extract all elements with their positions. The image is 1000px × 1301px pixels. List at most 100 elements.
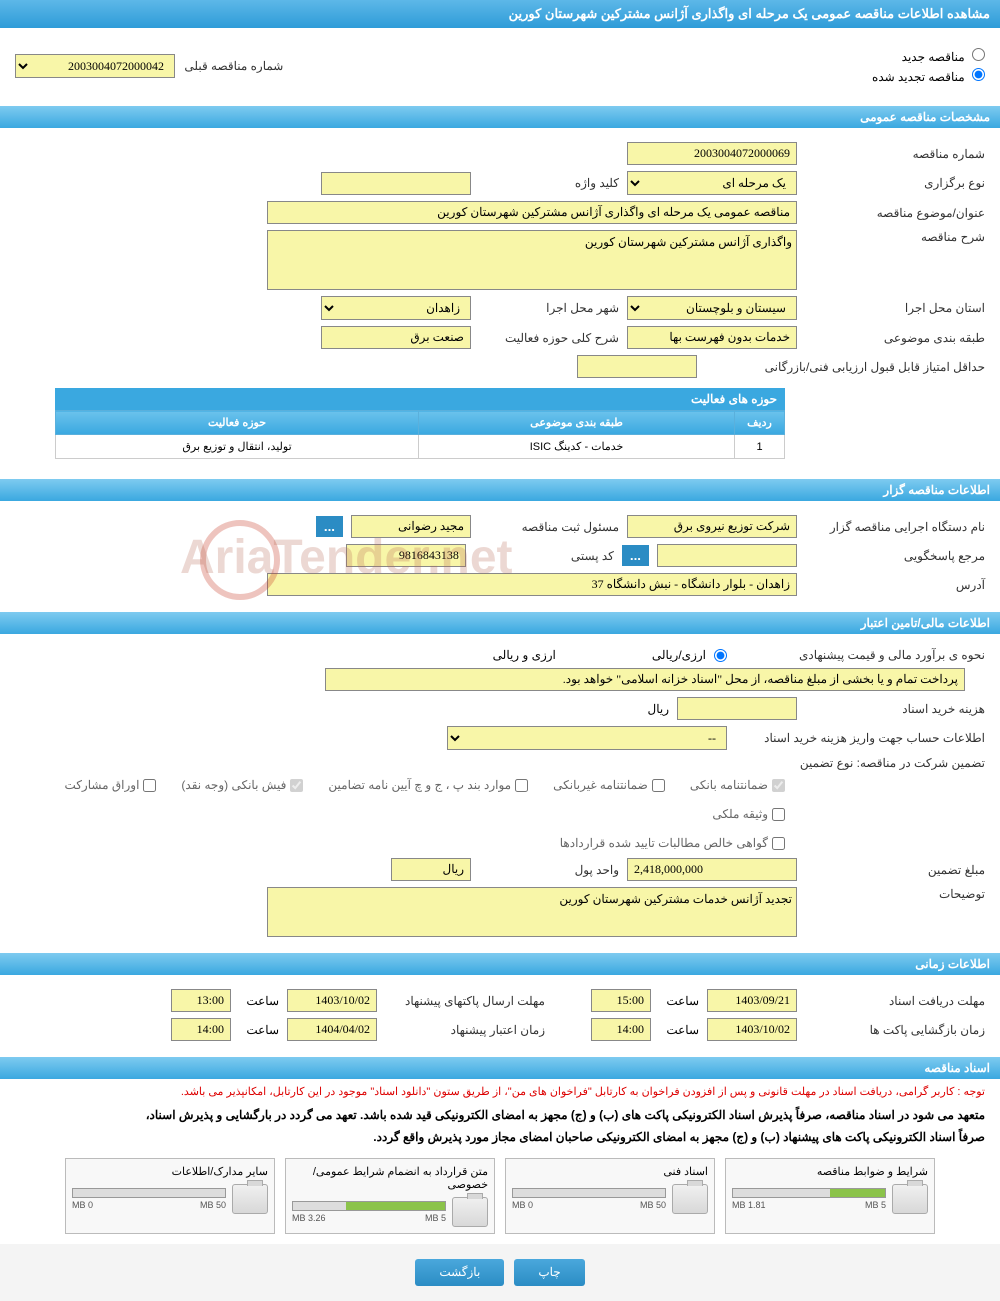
cb3-label: موارد بند پ ، ج و چ آیین نامه تضامین bbox=[328, 778, 511, 792]
prev-tender-select[interactable]: 2003004072000042 bbox=[15, 54, 175, 78]
cb-clauses[interactable] bbox=[515, 779, 528, 792]
warning-text: توجه : کاربر گرامی، دریافت اسناد در مهلت… bbox=[0, 1079, 1000, 1104]
proposal-date[interactable] bbox=[287, 989, 377, 1012]
table-row: 1 خدمات - کدینگ ISIC تولید، انتقال و توز… bbox=[56, 435, 785, 459]
org-name-input[interactable] bbox=[627, 515, 797, 538]
file-box[interactable]: سایر مدارک/اطلاعات 50 MB0 MB bbox=[65, 1158, 275, 1234]
registrar-label: مسئول ثبت مناقصه bbox=[479, 520, 619, 534]
hour-label2: ساعت bbox=[239, 994, 279, 1008]
cost-label: هزینه خرید اسناد bbox=[805, 702, 985, 716]
radio-new[interactable]: مناقصه جدید bbox=[872, 48, 985, 64]
ref-input[interactable] bbox=[657, 544, 797, 567]
cb-property[interactable] bbox=[772, 808, 785, 821]
validity-date[interactable] bbox=[287, 1018, 377, 1041]
proposal-time[interactable] bbox=[171, 989, 231, 1012]
tender-no-input[interactable] bbox=[627, 142, 797, 165]
radio-new-input[interactable] bbox=[972, 48, 985, 61]
registrar-input[interactable] bbox=[351, 515, 471, 538]
hour-label4: ساعت bbox=[239, 1023, 279, 1037]
section-organizer: اطلاعات مناقصه گزار bbox=[0, 479, 1000, 501]
file-title: شرایط و ضوابط مناقصه bbox=[732, 1165, 928, 1178]
cb5-label: اوراق مشارکت bbox=[64, 778, 139, 792]
file-total: 5 MB bbox=[865, 1200, 886, 1210]
org-name-label: نام دستگاه اجرایی مناقصه گزار bbox=[805, 520, 985, 534]
main-header: مشاهده اطلاعات مناقصه عمومی یک مرحله ای … bbox=[0, 0, 1000, 28]
file-boxes-container: شرایط و ضوابط مناقصه 5 MB 1.81 MB اسناد ف… bbox=[0, 1158, 1000, 1234]
doc-deadline-date[interactable] bbox=[707, 989, 797, 1012]
category-label: طبقه بندی موضوعی bbox=[805, 331, 985, 345]
cb-bonds[interactable] bbox=[143, 779, 156, 792]
opening-time[interactable] bbox=[591, 1018, 651, 1041]
type-select[interactable]: یک مرحله ای bbox=[627, 171, 797, 195]
prev-tender-label: شماره مناقصه قبلی bbox=[184, 59, 283, 73]
currency-label1: ارزی/ریالی bbox=[652, 648, 706, 662]
opening-date[interactable] bbox=[707, 1018, 797, 1041]
note1: متعهد می شود در اسناد مناقصه، صرفاً پذیر… bbox=[0, 1104, 1000, 1126]
folder-icon bbox=[452, 1197, 488, 1227]
doc-deadline-label: مهلت دریافت اسناد bbox=[805, 994, 985, 1008]
file-title: اسناد فنی bbox=[512, 1165, 708, 1178]
ref-lookup-button[interactable]: ... bbox=[622, 545, 649, 566]
desc-label: شرح مناقصه bbox=[805, 230, 985, 244]
hour-label3: ساعت bbox=[659, 1023, 699, 1037]
section-timing: اطلاعات زمانی bbox=[0, 953, 1000, 975]
col-activity: حوزه فعالیت bbox=[56, 411, 419, 435]
amount-unit-label: واحد پول bbox=[479, 863, 619, 877]
estimate-label: نحوه ی برآورد مالی و قیمت پیشنهادی bbox=[735, 648, 985, 662]
cb-nonbank[interactable] bbox=[652, 779, 665, 792]
currency-label2: ارزی و ریالی bbox=[493, 648, 556, 662]
registrar-lookup-button[interactable]: ... bbox=[316, 516, 343, 537]
radio-renewed[interactable]: مناقصه تجدید شده bbox=[872, 68, 985, 84]
ref-label: مرجع پاسخگویی bbox=[805, 549, 985, 563]
account-select[interactable]: -- bbox=[447, 726, 727, 750]
tender-no-label: شماره مناقصه bbox=[805, 147, 985, 161]
folder-icon bbox=[232, 1184, 268, 1214]
cell: خدمات - کدینگ ISIC bbox=[419, 435, 735, 459]
doc-deadline-time[interactable] bbox=[591, 989, 651, 1012]
city-select[interactable]: زاهدان bbox=[321, 296, 471, 320]
print-button[interactable]: چاپ bbox=[514, 1259, 584, 1286]
cost-input[interactable] bbox=[677, 697, 797, 720]
keyword-input[interactable] bbox=[321, 172, 471, 195]
title-input[interactable] bbox=[267, 201, 797, 224]
file-box[interactable]: متن قرارداد به انضمام شرایط عمومی/خصوصی … bbox=[285, 1158, 495, 1234]
cb6-label: وثیقه ملکی bbox=[712, 807, 768, 821]
folder-icon bbox=[672, 1184, 708, 1214]
radio-renewed-label: مناقصه تجدید شده bbox=[872, 70, 965, 84]
progress-bar bbox=[512, 1188, 666, 1198]
postal-input[interactable] bbox=[346, 544, 466, 567]
activity-input[interactable] bbox=[321, 326, 471, 349]
file-total: 50 MB bbox=[200, 1200, 226, 1210]
validity-time[interactable] bbox=[171, 1018, 231, 1041]
back-button[interactable]: بازگشت bbox=[415, 1259, 504, 1286]
cb-cash[interactable] bbox=[290, 779, 303, 792]
file-used: 1.81 MB bbox=[732, 1200, 766, 1210]
progress-bar bbox=[72, 1188, 226, 1198]
file-box[interactable]: اسناد فنی 50 MB0 MB bbox=[505, 1158, 715, 1234]
currency-radio1[interactable] bbox=[714, 649, 727, 662]
cb-bank[interactable] bbox=[772, 779, 785, 792]
min-score-input[interactable] bbox=[577, 355, 697, 378]
desc-textarea[interactable] bbox=[267, 230, 797, 290]
file-total: 50 MB bbox=[640, 1200, 666, 1210]
notes-textarea[interactable] bbox=[267, 887, 797, 937]
radio-new-label: مناقصه جدید bbox=[902, 50, 965, 64]
file-used: 0 MB bbox=[72, 1200, 93, 1210]
folder-icon bbox=[892, 1184, 928, 1214]
radio-renewed-input[interactable] bbox=[972, 68, 985, 81]
note2: صرفاً اسناد الکترونیکی پاکت های پیشنهاد … bbox=[0, 1126, 1000, 1148]
amount-input[interactable] bbox=[627, 858, 797, 881]
file-box[interactable]: شرایط و ضوابط مناقصه 5 MB 1.81 MB bbox=[725, 1158, 935, 1234]
section-documents: اسناد مناقصه bbox=[0, 1057, 1000, 1079]
province-select[interactable]: سیستان و بلوچستان bbox=[627, 296, 797, 320]
category-input[interactable] bbox=[627, 326, 797, 349]
cb-contract[interactable] bbox=[772, 837, 785, 850]
title-label: عنوان/موضوع مناقصه bbox=[805, 206, 985, 220]
file-total: 5 MB bbox=[425, 1213, 446, 1223]
hour-label: ساعت bbox=[659, 994, 699, 1008]
cell: 1 bbox=[735, 435, 785, 459]
amount-unit-input[interactable] bbox=[391, 858, 471, 881]
address-input[interactable] bbox=[267, 573, 797, 596]
section-general: مشخصات مناقصه عمومی bbox=[0, 106, 1000, 128]
amount-label: مبلغ تضمین bbox=[805, 863, 985, 877]
